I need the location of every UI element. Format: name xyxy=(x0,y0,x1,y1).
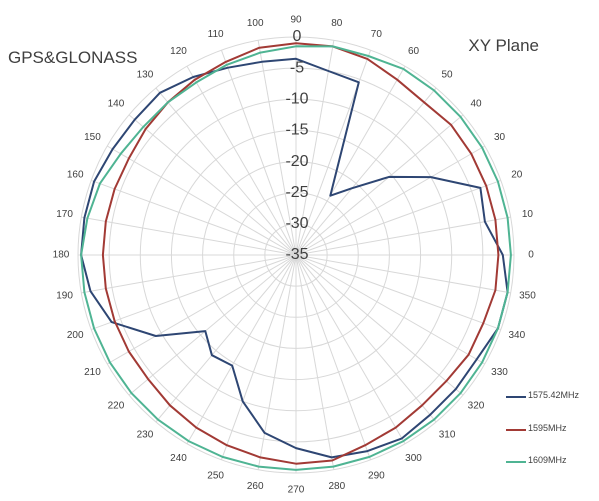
grid-spoke xyxy=(90,179,297,256)
grid-spoke xyxy=(155,87,297,256)
grid-spoke xyxy=(295,65,406,256)
angle-tick-label: 0 xyxy=(528,250,534,261)
series-line xyxy=(80,45,512,471)
angle-tick-label: 10 xyxy=(522,209,534,220)
grid-spoke xyxy=(186,254,297,445)
angle-tick-label: 130 xyxy=(137,70,154,81)
grid-spoke xyxy=(295,254,486,365)
angle-tick-label: 50 xyxy=(441,70,453,81)
angle-tick-label: 250 xyxy=(207,470,224,481)
grid-spoke xyxy=(106,145,297,256)
grid-spoke xyxy=(186,65,297,256)
grid-spoke xyxy=(295,254,437,423)
radial-tick-labels: -35 -30 -25 -20 -15 -10 -5 0 xyxy=(285,28,308,263)
angle-tick-label: 310 xyxy=(439,430,456,441)
series-lines xyxy=(80,42,512,471)
legend-swatch xyxy=(506,396,526,398)
legend-label: 1609MHz xyxy=(528,455,567,465)
grid-spoke xyxy=(295,40,335,256)
grid-spoke xyxy=(90,254,297,331)
angular-tick-labels: 0 10 20 30 40 50 60 70 80 90 100 110 120 130 140 150 160… xyxy=(53,15,537,496)
radial-tick-label: -25 xyxy=(285,184,308,201)
angular-grid-spokes xyxy=(78,37,514,473)
angle-tick-label: 220 xyxy=(108,401,125,412)
angle-tick-label: 320 xyxy=(468,401,485,412)
angle-tick-label: 40 xyxy=(470,99,482,110)
angle-tick-label: 110 xyxy=(208,29,224,40)
angle-tick-label: 300 xyxy=(405,453,422,464)
radial-tick-label: -30 xyxy=(285,215,308,232)
angle-tick-label: 70 xyxy=(371,29,383,40)
angle-tick-label: 230 xyxy=(137,430,154,441)
radial-tick-label: -5 xyxy=(290,59,304,76)
chart-title-right: XY Plane xyxy=(468,36,539,55)
grid-spoke xyxy=(81,254,297,294)
series-line xyxy=(101,42,500,465)
angle-tick-label: 90 xyxy=(290,15,302,26)
grid-spoke xyxy=(81,216,297,256)
legend-label: 1595MHz xyxy=(528,423,567,433)
angle-tick-label: 120 xyxy=(170,46,187,57)
angle-tick-label: 140 xyxy=(108,99,125,110)
grid-spoke xyxy=(295,254,406,445)
grid-spoke xyxy=(257,40,297,256)
angle-tick-label: 190 xyxy=(56,290,73,301)
angle-tick-label: 340 xyxy=(508,330,525,341)
legend-item: 1595MHz xyxy=(506,423,599,437)
angle-tick-label: 60 xyxy=(408,46,420,57)
angle-tick-label: 330 xyxy=(491,367,508,378)
grid-spoke xyxy=(155,254,297,423)
grid-spoke xyxy=(295,254,502,331)
grid-spoke xyxy=(295,114,464,256)
grid-spoke xyxy=(295,87,437,256)
grid-spoke xyxy=(295,254,335,470)
angle-tick-label: 240 xyxy=(170,453,187,464)
angle-tick-label: 20 xyxy=(511,169,523,180)
chart-title-left: GPS&GLONASS xyxy=(8,48,138,67)
grid-spoke xyxy=(220,49,297,256)
angle-tick-label: 150 xyxy=(84,132,101,143)
grid-spoke xyxy=(106,254,297,365)
angle-tick-label: 280 xyxy=(328,481,345,492)
angle-tick-label: 160 xyxy=(67,169,84,180)
angle-tick-label: 170 xyxy=(56,209,73,220)
radial-tick-label: -10 xyxy=(285,91,308,108)
legend-swatch xyxy=(506,461,526,463)
grid-spoke xyxy=(295,216,511,256)
angle-tick-label: 180 xyxy=(53,250,70,261)
angle-tick-label: 200 xyxy=(67,330,84,341)
grid-spoke xyxy=(128,254,297,396)
radial-tick-label: 0 xyxy=(293,28,302,45)
angle-tick-label: 350 xyxy=(519,290,536,301)
angle-tick-label: 80 xyxy=(331,18,343,29)
legend-label: 1575.42MHz xyxy=(528,390,580,400)
angle-tick-label: 290 xyxy=(368,470,385,481)
legend-item: 1575.42MHz xyxy=(506,390,599,404)
radial-tick-label: -35 xyxy=(285,246,308,263)
grid-spoke xyxy=(128,114,297,256)
grid-spoke xyxy=(295,254,464,396)
angle-tick-label: 270 xyxy=(288,485,305,496)
grid-spoke xyxy=(295,254,511,294)
angle-tick-label: 260 xyxy=(247,481,264,492)
grid-spoke xyxy=(295,254,372,461)
grid-spoke xyxy=(220,254,297,461)
radial-tick-label: -20 xyxy=(285,153,308,170)
angle-tick-label: 100 xyxy=(247,18,264,29)
radial-tick-label: -15 xyxy=(285,122,308,139)
angle-tick-label: 210 xyxy=(84,367,101,378)
legend-swatch xyxy=(506,429,526,431)
grid-spoke xyxy=(295,179,502,256)
grid-spoke xyxy=(295,145,486,256)
angle-tick-label: 30 xyxy=(494,132,506,143)
legend-item: 1609MHz xyxy=(506,455,599,469)
